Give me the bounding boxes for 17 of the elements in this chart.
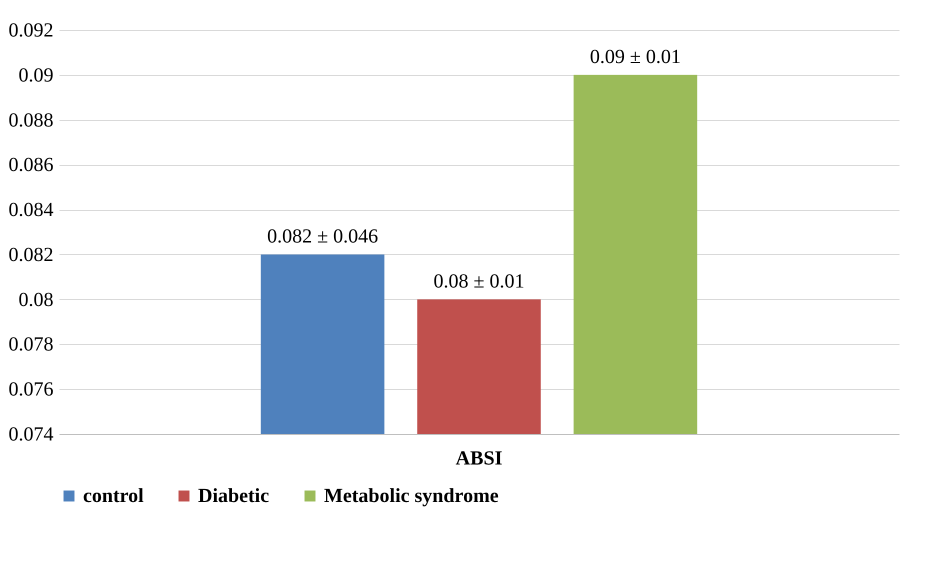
- y-tick-label: 0.082: [8, 244, 54, 266]
- y-tick-label: 0.088: [8, 109, 54, 132]
- legend-label: control: [83, 485, 144, 507]
- legend-label: Metabolic syndrome: [324, 485, 499, 507]
- y-tick-label: 0.078: [8, 334, 54, 356]
- y-tick-label: 0.084: [8, 199, 54, 222]
- data-label: 0.082 ± 0.046: [267, 225, 378, 248]
- y-tick-label: 0.09: [18, 64, 54, 86]
- y-tick-label: 0.086: [8, 154, 54, 176]
- data-label: 0.08 ± 0.01: [434, 270, 524, 292]
- y-tick-label: 0.076: [8, 378, 54, 401]
- data-label: 0.09 ± 0.01: [590, 46, 681, 68]
- y-tick-label: 0.08: [18, 288, 54, 311]
- x-tick-label: ABSI: [456, 448, 503, 470]
- legend-label: Diabetic: [198, 485, 270, 507]
- y-tick-label: 0.074: [8, 424, 54, 446]
- y-tick-label: 0.092: [8, 20, 54, 42]
